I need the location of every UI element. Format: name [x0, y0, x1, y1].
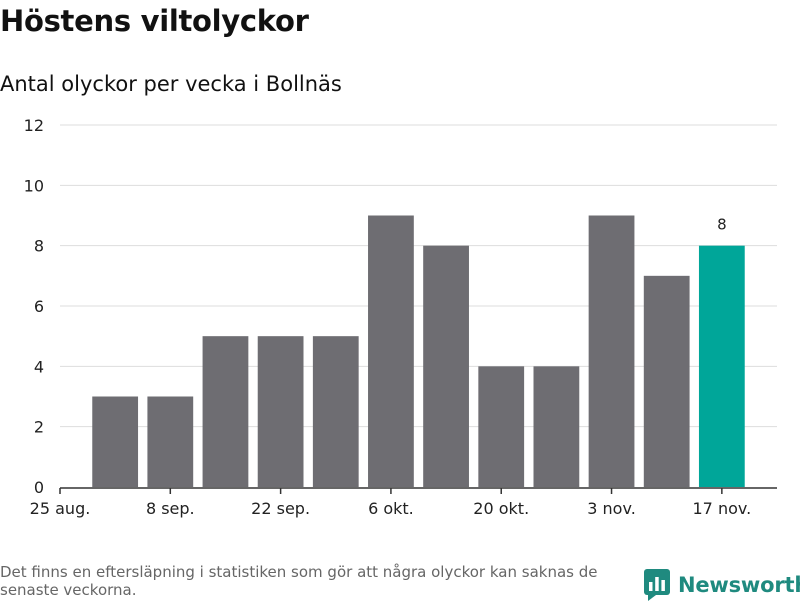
- y-tick-label: 0: [34, 478, 44, 497]
- chart-title: Höstens viltolyckor: [0, 4, 309, 38]
- chart-subtitle: Antal olyckor per vecka i Bollnäs: [0, 72, 342, 96]
- y-tick-label: 8: [34, 237, 44, 256]
- x-tick-label: 25 aug.: [30, 499, 91, 518]
- x-tick-label: 8 sep.: [146, 499, 195, 518]
- bar: [202, 336, 249, 487]
- bar: [312, 336, 359, 487]
- x-tick-label: 20 okt.: [473, 499, 529, 518]
- bar: [423, 245, 469, 487]
- x-tick-label: 6 okt.: [368, 499, 414, 518]
- bar: [698, 245, 745, 487]
- bar: [92, 396, 139, 487]
- y-tick-label: 12: [24, 116, 44, 135]
- bar: [257, 336, 304, 487]
- brand-logo: Newsworthy: [644, 568, 800, 602]
- y-tick-label: 4: [34, 357, 44, 376]
- bar: [588, 215, 635, 487]
- brand-name: Newsworthy: [678, 573, 800, 597]
- data-label: 8: [717, 216, 727, 234]
- newsworthy-logo-icon: [644, 569, 670, 601]
- x-tick-label: 3 nov.: [587, 499, 636, 518]
- y-tick-label: 2: [34, 418, 44, 437]
- x-tick-label: 22 sep.: [251, 499, 310, 518]
- y-tick-label: 6: [34, 297, 44, 316]
- bar-chart: 0 2 4 6 8 10 12 8 25 aug. 8 sep. 22 sep. 6 okt. 20 o…: [24, 116, 777, 518]
- bar: [478, 366, 525, 487]
- x-tick-label: 17 nov.: [693, 499, 752, 518]
- footnote: Det finns en eftersläpning i statistiken…: [0, 563, 598, 599]
- bar: [147, 396, 194, 487]
- bar: [643, 275, 690, 487]
- y-tick-label: 10: [24, 176, 44, 195]
- bar: [533, 366, 580, 487]
- bar: [368, 215, 414, 487]
